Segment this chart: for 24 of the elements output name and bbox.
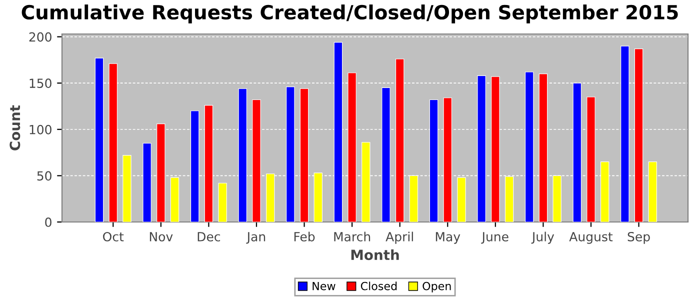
chart-title: Cumulative Requests Created/Closed/Open September 2015 [22, 4, 678, 24]
x-tick-label: Oct [103, 232, 124, 242]
y-tick-label: 50 [37, 171, 52, 181]
y-tick-label: 150 [30, 78, 52, 88]
legend-label: Closed [360, 282, 397, 290]
x-tick-label: April [386, 232, 413, 244]
x-axis-title: Month [351, 249, 399, 260]
y-tick-label: 0 [45, 217, 52, 227]
y-tick-label: 200 [29, 32, 52, 42]
x-tick-label: Sep [628, 232, 650, 244]
x-tick-label: Dec [198, 232, 220, 242]
bar [218, 182, 227, 222]
x-tick-label: July [531, 232, 554, 244]
legend-label: Open [422, 282, 451, 292]
x-tick-label: Nov [150, 232, 173, 242]
y-tick-label: 100 [30, 124, 52, 134]
x-tick-label: June [481, 232, 508, 244]
x-tick-label: August [569, 232, 613, 244]
legend-label: New [312, 282, 336, 290]
x-tick-label: March [334, 232, 370, 242]
y-axis-title: Count [10, 105, 20, 150]
x-tick-label: Jan [246, 232, 266, 244]
x-tick-label: Feb [294, 232, 315, 242]
x-tick-label: May [436, 232, 460, 244]
